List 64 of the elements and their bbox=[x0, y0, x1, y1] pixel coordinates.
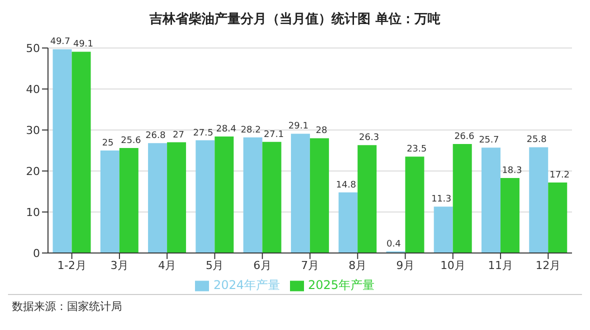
x-tick-label: 10月 bbox=[440, 258, 466, 272]
x-tick-label: 1-2月 bbox=[57, 258, 86, 272]
bar bbox=[72, 52, 91, 253]
data-label: 26.3 bbox=[359, 133, 380, 144]
x-tick-label: 7月 bbox=[301, 258, 319, 272]
bar bbox=[243, 137, 262, 253]
data-label: 26.6 bbox=[454, 132, 475, 142]
bar bbox=[214, 136, 234, 253]
source-note: 数据来源：国家统计局 bbox=[12, 300, 122, 313]
x-tick-label: 6月 bbox=[253, 258, 272, 272]
chart-title: 吉林省柴油产量分月（当月值）统计图 单位：万吨 bbox=[148, 10, 442, 29]
bar bbox=[290, 134, 310, 253]
bar bbox=[405, 156, 424, 253]
data-label: 28 bbox=[316, 126, 328, 136]
data-label: 0.4 bbox=[386, 239, 402, 250]
data-label: 14.8 bbox=[336, 180, 356, 190]
bar bbox=[548, 182, 568, 253]
data-label: 28.4 bbox=[216, 124, 236, 135]
bar bbox=[338, 192, 358, 253]
bar bbox=[358, 145, 377, 253]
data-label: 11.3 bbox=[431, 194, 452, 205]
bar bbox=[119, 148, 138, 253]
legend-label: 2024年产量 bbox=[213, 278, 280, 292]
data-label: 28.2 bbox=[240, 125, 261, 136]
y-tick-label: 0 bbox=[33, 246, 40, 260]
data-label: 49.7 bbox=[50, 37, 70, 48]
data-label: 29.1 bbox=[288, 122, 308, 132]
y-tick-label: 50 bbox=[26, 42, 40, 55]
data-label: 26.8 bbox=[146, 131, 166, 142]
bar bbox=[310, 138, 329, 253]
data-label: 49.1 bbox=[73, 40, 94, 50]
bar bbox=[452, 144, 472, 253]
y-tick-label: 40 bbox=[26, 82, 40, 96]
x-tick-label: 8月 bbox=[348, 258, 367, 272]
x-tick-label: 5月 bbox=[206, 258, 224, 272]
y-tick-label: 30 bbox=[26, 124, 40, 137]
y-tick-label: 20 bbox=[26, 164, 40, 178]
bar bbox=[100, 150, 120, 253]
bar bbox=[529, 147, 548, 253]
x-tick-label: 11月 bbox=[488, 258, 514, 272]
legend-label: 2025年产量 bbox=[308, 278, 375, 292]
data-label: 25.7 bbox=[478, 136, 500, 146]
x-tick-label: 9月 bbox=[396, 258, 414, 272]
bar bbox=[481, 148, 500, 253]
data-label: 25 bbox=[102, 138, 114, 148]
data-label: 17.2 bbox=[550, 170, 570, 180]
y-tick-label: 10 bbox=[26, 206, 40, 219]
bar bbox=[500, 178, 520, 253]
data-label: 18.3 bbox=[502, 166, 522, 176]
bar bbox=[196, 140, 215, 253]
data-label: 27.1 bbox=[264, 130, 284, 140]
x-tick-label: 3月 bbox=[110, 258, 128, 272]
bar bbox=[167, 142, 186, 253]
data-label: 25.8 bbox=[526, 135, 547, 146]
data-label: 27 bbox=[172, 130, 184, 140]
x-tick-label: 12月 bbox=[536, 258, 561, 272]
x-tick-label: 4月 bbox=[158, 258, 176, 272]
bar bbox=[434, 206, 453, 253]
data-label: 25.6 bbox=[120, 136, 142, 146]
data-label: 23.5 bbox=[406, 144, 427, 155]
bar bbox=[148, 143, 168, 253]
data-label: 27.5 bbox=[193, 128, 214, 138]
bar bbox=[262, 142, 282, 253]
bar bbox=[52, 49, 72, 253]
